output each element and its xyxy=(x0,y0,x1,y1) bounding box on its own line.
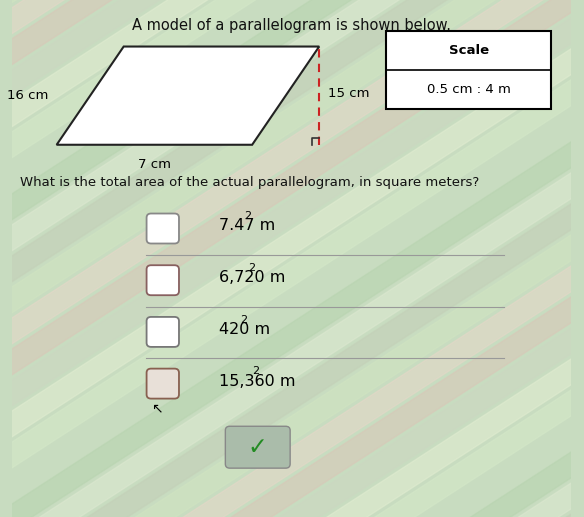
Text: ↖: ↖ xyxy=(151,401,163,416)
Text: What is the total area of the actual parallelogram, in square meters?: What is the total area of the actual par… xyxy=(20,176,479,189)
Text: ✓: ✓ xyxy=(248,435,267,459)
FancyBboxPatch shape xyxy=(147,369,179,399)
Text: 6,720 m: 6,720 m xyxy=(218,270,285,285)
Text: 16 cm: 16 cm xyxy=(7,89,48,102)
FancyBboxPatch shape xyxy=(147,317,179,347)
Text: 2: 2 xyxy=(241,314,248,325)
Text: 0.5 cm : 4 m: 0.5 cm : 4 m xyxy=(427,83,510,96)
Text: 7 cm: 7 cm xyxy=(138,158,171,171)
FancyBboxPatch shape xyxy=(147,265,179,295)
FancyBboxPatch shape xyxy=(225,426,290,468)
Text: A model of a parallelogram is shown below.: A model of a parallelogram is shown belo… xyxy=(132,18,451,33)
Text: 2: 2 xyxy=(248,263,255,273)
Text: 15,360 m: 15,360 m xyxy=(218,373,295,389)
Text: 7.47 m: 7.47 m xyxy=(218,218,275,234)
FancyBboxPatch shape xyxy=(147,214,179,244)
Text: 2: 2 xyxy=(244,211,251,221)
FancyBboxPatch shape xyxy=(386,31,551,109)
Text: 420 m: 420 m xyxy=(218,322,270,337)
Text: 15 cm: 15 cm xyxy=(328,86,369,100)
Text: 2: 2 xyxy=(252,366,259,376)
Polygon shape xyxy=(57,47,319,145)
Text: Scale: Scale xyxy=(449,44,489,57)
